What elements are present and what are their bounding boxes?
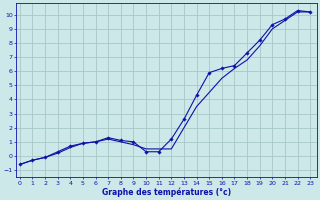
X-axis label: Graphe des températures (°c): Graphe des températures (°c) <box>102 187 231 197</box>
